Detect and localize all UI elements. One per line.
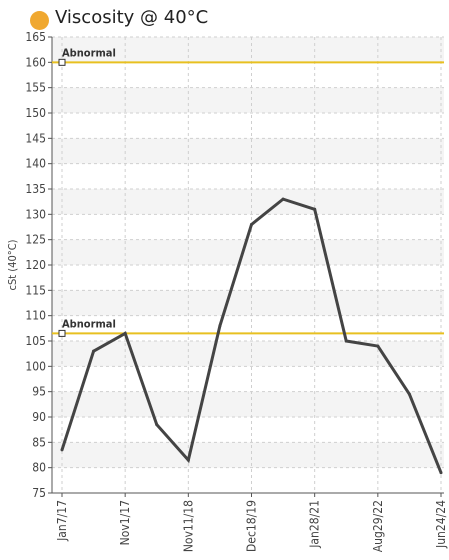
y-tick-label: 145 <box>25 131 46 145</box>
grid-band <box>52 87 444 113</box>
x-tick-label: Nov1/17 <box>118 500 132 545</box>
data-point <box>407 392 411 396</box>
data-point <box>439 471 443 475</box>
grid-band <box>52 138 444 164</box>
data-point <box>313 207 317 211</box>
data-point <box>250 222 253 226</box>
data-point <box>344 339 348 343</box>
data-point <box>281 197 285 201</box>
y-tick-label: 105 <box>25 334 46 348</box>
x-tick-label: Dec18/19 <box>245 500 259 552</box>
y-tick-label: 125 <box>25 233 46 247</box>
data-point <box>155 423 159 427</box>
y-tick-label: 85 <box>32 435 46 449</box>
title-dot-icon <box>30 10 49 30</box>
grid-band <box>52 442 444 468</box>
threshold-label: Abnormal <box>62 46 116 59</box>
grid-band <box>52 290 444 316</box>
y-tick-label: 80 <box>32 461 46 475</box>
y-tick-label: 130 <box>25 207 46 221</box>
y-tick-label: 140 <box>25 157 46 171</box>
grid-band <box>52 37 444 63</box>
x-tick-label: Aug29/22 <box>371 500 385 552</box>
data-point <box>218 324 222 328</box>
threshold-marker-icon <box>58 329 66 337</box>
y-tick-label: 100 <box>25 359 46 373</box>
y-tick-label: 150 <box>25 106 46 120</box>
threshold-label: Abnormal <box>62 317 116 330</box>
y-tick-label: 135 <box>25 182 46 196</box>
data-point <box>92 349 96 353</box>
data-point <box>123 331 127 335</box>
x-tick-label: Nov11/18 <box>181 500 195 552</box>
chart-title-group: Viscosity @ 40°C <box>30 4 208 30</box>
y-tick-label: 165 <box>25 30 46 44</box>
data-point <box>186 458 190 462</box>
threshold-marker-icon <box>58 58 66 66</box>
chart-title: Viscosity @ 40°C <box>55 6 209 28</box>
grid-band <box>52 391 444 417</box>
x-tick-label: Jan7/17 <box>55 500 69 542</box>
y-tick-label: 155 <box>25 81 46 95</box>
y-tick-label: 75 <box>32 486 46 500</box>
x-tick-label: Jun24/24 <box>434 500 448 549</box>
grid-band <box>52 189 444 215</box>
y-tick-label: 90 <box>32 410 46 424</box>
y-axis-label: cSt (40°C) <box>6 239 19 290</box>
y-tick-label: 120 <box>25 258 46 272</box>
y-tick-label: 115 <box>25 283 46 297</box>
data-point <box>60 448 64 452</box>
y-tick-label: 110 <box>25 309 46 323</box>
data-point <box>376 344 380 348</box>
y-tick-label: 95 <box>32 385 46 399</box>
grid-band <box>52 239 444 265</box>
y-tick-label: 160 <box>25 55 46 69</box>
grid-band <box>52 341 444 367</box>
x-tick-label: Jan28/21 <box>308 500 322 549</box>
